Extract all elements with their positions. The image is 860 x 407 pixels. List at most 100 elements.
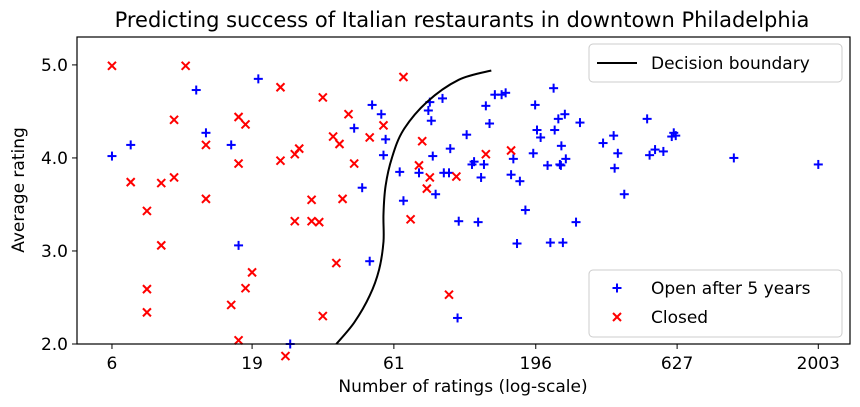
open-point xyxy=(528,148,538,158)
closed-point xyxy=(294,143,304,154)
legend-boundary: Decision boundary xyxy=(588,43,843,83)
open-point xyxy=(107,151,117,161)
closed-point xyxy=(318,92,328,103)
closed-point xyxy=(337,194,348,204)
closed-point xyxy=(349,158,359,169)
open-point xyxy=(476,172,486,182)
open-point xyxy=(234,240,244,250)
open-point xyxy=(610,163,620,173)
closed-point xyxy=(318,311,328,321)
closed-point xyxy=(417,136,427,146)
legend-closed-label: Closed xyxy=(651,308,708,328)
open-point xyxy=(560,109,570,119)
closed-point xyxy=(451,171,462,182)
legend-series-frame xyxy=(588,269,843,338)
closed-point xyxy=(156,240,166,251)
legend-closed-symbol xyxy=(612,312,622,322)
open-point xyxy=(469,157,479,167)
open-point xyxy=(444,168,454,178)
x-tick-label: 196 xyxy=(520,354,552,374)
closed-point xyxy=(233,158,244,169)
x-tick-label: 6 xyxy=(107,354,118,374)
open-point xyxy=(553,114,563,124)
closed-point xyxy=(142,206,152,216)
open-point xyxy=(479,159,489,169)
closed-point xyxy=(280,351,291,361)
open-point xyxy=(671,131,681,141)
open-point xyxy=(426,116,436,126)
open-point xyxy=(376,109,386,119)
x-axis: 6 19 61 196 627 2003 xyxy=(107,344,840,374)
closed-point xyxy=(126,177,136,187)
closed-point xyxy=(201,194,211,204)
open-point xyxy=(126,140,136,150)
y-tick-label: 3.0 xyxy=(41,242,68,262)
closed-point xyxy=(314,217,324,227)
legend-series: Open after 5 years Closed xyxy=(588,269,843,338)
closed-point xyxy=(233,112,244,122)
open-point xyxy=(520,205,530,215)
decision-boundary-line xyxy=(335,69,492,345)
plot-frame xyxy=(76,36,851,345)
y-tick-label: 2.0 xyxy=(41,335,68,355)
open-point xyxy=(613,148,623,158)
open-point xyxy=(609,131,619,141)
open-point xyxy=(226,140,236,150)
closed-point xyxy=(306,216,317,226)
open-point xyxy=(473,217,483,227)
open-point xyxy=(556,141,566,151)
x-tick-label: 2003 xyxy=(797,354,840,374)
closed-point xyxy=(156,178,166,188)
closed-point xyxy=(422,183,432,194)
y-axis: 2.0 3.0 4.0 5.0 xyxy=(41,56,77,355)
closed-point xyxy=(180,61,191,71)
open-point xyxy=(431,189,441,199)
open-point xyxy=(813,159,823,169)
open-point xyxy=(543,160,553,170)
x-tick-label: 19 xyxy=(241,354,263,374)
open-point xyxy=(349,123,359,133)
closed-point xyxy=(240,119,251,130)
closed-point xyxy=(481,149,491,159)
open-point xyxy=(414,168,424,178)
chart-title: Predicting success of Italian restaurant… xyxy=(115,8,810,32)
closed-point xyxy=(107,61,117,71)
legend-boundary-label: Decision boundary xyxy=(651,54,810,74)
closed-point xyxy=(405,214,416,225)
open-point xyxy=(462,130,472,140)
open-point xyxy=(561,154,571,164)
x-axis-label: Number of ratings (log-scale) xyxy=(338,377,587,397)
open-point xyxy=(365,256,375,266)
series-open xyxy=(107,74,823,349)
open-point xyxy=(556,160,566,170)
closed-point xyxy=(142,284,152,294)
open-point xyxy=(481,101,491,111)
closed-point xyxy=(169,172,179,183)
closed-point xyxy=(425,172,435,183)
open-point xyxy=(437,93,447,103)
closed-point xyxy=(398,72,409,82)
plot-area xyxy=(107,61,823,361)
y-tick-label: 4.0 xyxy=(41,149,68,169)
legend-closed-marker xyxy=(612,312,622,322)
open-point xyxy=(395,167,405,177)
open-point xyxy=(506,170,516,180)
open-point xyxy=(453,313,463,323)
open-point xyxy=(201,128,211,138)
x-tick-label: 627 xyxy=(661,354,693,374)
open-point xyxy=(357,183,367,193)
open-point xyxy=(445,144,455,154)
open-point xyxy=(501,88,511,98)
open-point xyxy=(536,132,546,142)
closed-point xyxy=(334,139,345,149)
closed-point xyxy=(233,335,244,345)
open-point xyxy=(423,105,433,115)
open-point xyxy=(530,100,540,110)
closed-point xyxy=(247,267,257,278)
y-axis-label: Average rating xyxy=(9,127,29,253)
open-point xyxy=(381,134,391,144)
series-closed xyxy=(107,61,516,361)
open-point xyxy=(454,216,464,226)
closed-point xyxy=(169,115,179,125)
